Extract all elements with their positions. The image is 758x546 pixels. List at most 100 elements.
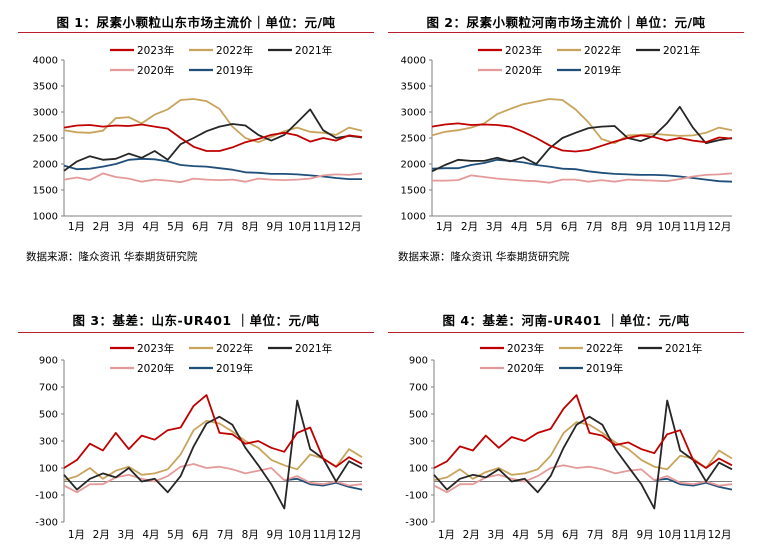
legend-label-2020: 2020年 bbox=[137, 362, 174, 375]
series-line-2020 bbox=[432, 172, 733, 184]
x-tick-label: 2月 bbox=[463, 529, 480, 541]
chart-3-plot: -300 -100 100 300 500 700 900 1月 2月 3月 4月 5月 6月 7月 8月 9… bbox=[35, 342, 363, 541]
series-line-2023 bbox=[63, 123, 363, 152]
series-line-2022 bbox=[63, 98, 363, 144]
y-tick-label: 4000 bbox=[33, 56, 58, 67]
series-line-2019 bbox=[63, 157, 362, 181]
y-tick-label: 2000 bbox=[401, 160, 426, 171]
x-tick-label: 4月 bbox=[142, 529, 159, 541]
chart-panel-4: 图 4：基差：河南-UR401 ｜单位：元/吨 -300 -100 100 300 50… bbox=[388, 304, 744, 544]
series-line-2021 bbox=[63, 399, 363, 510]
x-tick-label: 6月 bbox=[562, 529, 579, 541]
title-rule-2 bbox=[388, 32, 744, 33]
chart-title-4: 图 4：基差：河南-UR401 ｜单位：元/吨 bbox=[442, 313, 690, 328]
x-tick-label: 3月 bbox=[117, 529, 134, 541]
y-tick-label: 100 bbox=[39, 464, 58, 475]
legend-label-2021: 2021年 bbox=[295, 44, 332, 57]
x-tick-label: 9月 bbox=[636, 529, 653, 541]
chart-1-plot: 1000 1500 2000 2500 3000 3500 4000 1月 2月 3月 4月 5月 6月… bbox=[33, 44, 363, 233]
x-tick-label: 7月 bbox=[217, 529, 234, 541]
y-tick-label: 100 bbox=[409, 464, 428, 475]
series-line-2022 bbox=[433, 421, 733, 482]
x-tick-label: 5月 bbox=[537, 529, 554, 541]
y-tick-label: 2000 bbox=[33, 160, 58, 171]
y-tick-label: 4000 bbox=[401, 56, 426, 67]
x-tick-label: 12月 bbox=[708, 221, 732, 233]
x-tick-label: 2月 bbox=[93, 221, 110, 233]
x-tick-label: 1月 bbox=[438, 529, 455, 541]
y-tick-label: 1000 bbox=[33, 212, 58, 223]
x-tick-label: 4月 bbox=[511, 221, 528, 233]
legend-label-2023: 2023年 bbox=[137, 342, 174, 355]
x-tick-label: 7月 bbox=[586, 221, 603, 233]
x-tick-label: 9月 bbox=[266, 529, 283, 541]
chart-panel-3: 图 3：基差：山东-UR401 ｜单位：元/吨 -300 -100 100 300 50… bbox=[18, 304, 374, 544]
x-tick-label: 11月 bbox=[313, 529, 337, 541]
y-tick-label: 500 bbox=[39, 410, 58, 421]
x-tick-label: 6月 bbox=[561, 221, 578, 233]
title-rule-1 bbox=[18, 32, 374, 33]
legend-label-2019: 2019年 bbox=[586, 362, 623, 375]
x-tick-label: 5月 bbox=[167, 529, 184, 541]
legend-label-2022: 2022年 bbox=[586, 342, 623, 355]
y-tick-label: -100 bbox=[405, 491, 428, 502]
x-tick-label: 3月 bbox=[486, 221, 503, 233]
series-line-2019 bbox=[284, 477, 363, 491]
legend-label-2023: 2023年 bbox=[507, 342, 544, 355]
legend-label-2020: 2020年 bbox=[507, 362, 544, 375]
x-tick-label: 6月 bbox=[192, 529, 209, 541]
x-tick-label: 9月 bbox=[636, 221, 653, 233]
x-tick-label: 5月 bbox=[536, 221, 553, 233]
source-note-2: 数据来源：隆众资讯 华泰期货研究院 bbox=[398, 251, 570, 263]
legend-label-2023: 2023年 bbox=[505, 44, 542, 57]
x-tick-label: 9月 bbox=[266, 221, 283, 233]
x-tick-label: 4月 bbox=[142, 221, 159, 233]
y-tick-label: 300 bbox=[39, 437, 58, 448]
y-tick-label: -300 bbox=[35, 518, 58, 529]
legend-label-2021: 2021年 bbox=[295, 342, 332, 355]
x-tick-label: 2月 bbox=[93, 529, 110, 541]
series-line-2019 bbox=[431, 158, 733, 183]
x-tick-label: 12月 bbox=[338, 221, 362, 233]
x-tick-label: 5月 bbox=[167, 221, 184, 233]
x-tick-label: 6月 bbox=[192, 221, 209, 233]
series-line-2023 bbox=[433, 394, 733, 469]
series-line-2021 bbox=[433, 399, 733, 510]
series-line-2020 bbox=[63, 172, 363, 184]
chart-title-1: 图 1：尿素小颗粒山东市场主流价｜单位：元/吨 bbox=[56, 15, 336, 30]
legend-label-2020: 2020年 bbox=[505, 64, 542, 77]
legend-label-2021: 2021年 bbox=[665, 342, 702, 355]
chart-title-2: 图 2：尿素小颗粒河南市场主流价｜单位：元/吨 bbox=[426, 15, 706, 30]
x-tick-label: 11月 bbox=[313, 221, 337, 233]
legend-label-2021: 2021年 bbox=[663, 44, 700, 57]
y-tick-label: 900 bbox=[39, 356, 58, 367]
x-tick-label: 8月 bbox=[611, 221, 628, 233]
y-tick-label: 3500 bbox=[401, 82, 426, 93]
chart-panel-1: 图 1：尿素小颗粒山东市场主流价｜单位：元/吨 1000 1500 2000 2500… bbox=[18, 6, 374, 268]
y-tick-label: 3000 bbox=[33, 108, 58, 119]
y-tick-label: 500 bbox=[409, 410, 428, 421]
legend-label-2020: 2020年 bbox=[137, 64, 174, 77]
y-tick-label: 2500 bbox=[401, 134, 426, 145]
x-tick-label: 1月 bbox=[68, 529, 85, 541]
series-line-2021 bbox=[63, 108, 363, 172]
x-tick-label: 12月 bbox=[708, 529, 732, 541]
x-tick-label: 10月 bbox=[658, 221, 682, 233]
series-line-2022 bbox=[431, 98, 733, 145]
y-tick-label: -300 bbox=[405, 518, 428, 529]
series-line-2019 bbox=[654, 477, 733, 491]
title-rule-4 bbox=[388, 332, 744, 333]
y-tick-label: 3000 bbox=[401, 108, 426, 119]
y-tick-label: 700 bbox=[39, 383, 58, 394]
y-tick-label: 2500 bbox=[33, 134, 58, 145]
source-note-1: 数据来源：隆众资讯 华泰期货研究院 bbox=[26, 251, 198, 263]
series-line-2020 bbox=[63, 463, 363, 494]
x-tick-label: 1月 bbox=[68, 221, 85, 233]
legend-label-2019: 2019年 bbox=[216, 64, 253, 77]
x-tick-label: 1月 bbox=[436, 221, 453, 233]
y-tick-label: 700 bbox=[409, 383, 428, 394]
x-tick-label: 10月 bbox=[288, 529, 312, 541]
legend-label-2022: 2022年 bbox=[216, 44, 253, 57]
y-tick-label: 1500 bbox=[33, 186, 58, 197]
series-line-2021 bbox=[431, 105, 733, 173]
